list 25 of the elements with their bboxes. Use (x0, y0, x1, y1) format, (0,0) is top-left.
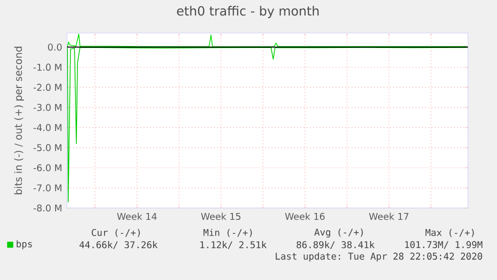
y-tick-label: -1.0 M (34, 64, 62, 71)
legend-label: bps (16, 240, 32, 250)
text: Min (-/+) (204, 228, 252, 238)
y-tick-label: -5.0 M (34, 144, 62, 152)
y-tick-label: -7.0 M (34, 184, 62, 192)
y-tick-label: -3.0 M (34, 104, 62, 111)
text: 44.66k/ 37.26k (80, 241, 158, 249)
text: Max (-/+) (426, 228, 474, 238)
text: Avg (-/+) (314, 228, 363, 238)
text: Cur (-/+) (92, 228, 140, 238)
y-tick-label: -2.0 M (34, 84, 62, 91)
y-tick-label: -8.0 M (34, 204, 62, 212)
text: 101.73M/ 1.99M (405, 241, 482, 249)
x-tick-label: Week 16 (285, 212, 325, 220)
x-tick-label: Week 17 (369, 212, 408, 220)
y-axis-title: bits in (-) / out (+) per second (14, 46, 24, 194)
x-tick-label: Week 14 (117, 212, 157, 220)
y-tick-label: 0.0 (48, 44, 62, 51)
x-tick-label: Week 15 (201, 212, 240, 220)
y-tick-label: -4.0 M (34, 124, 62, 132)
y-tick-label: -6.0 M (34, 164, 62, 172)
chart-title: eth0 traffic - by month (177, 6, 319, 18)
text: 1.12k/ 2.51k (200, 241, 267, 249)
text: 86.89k/ 38.41k (296, 241, 375, 249)
text: Last update: Tue Apr 28 22:05:42 2020 (276, 252, 482, 262)
